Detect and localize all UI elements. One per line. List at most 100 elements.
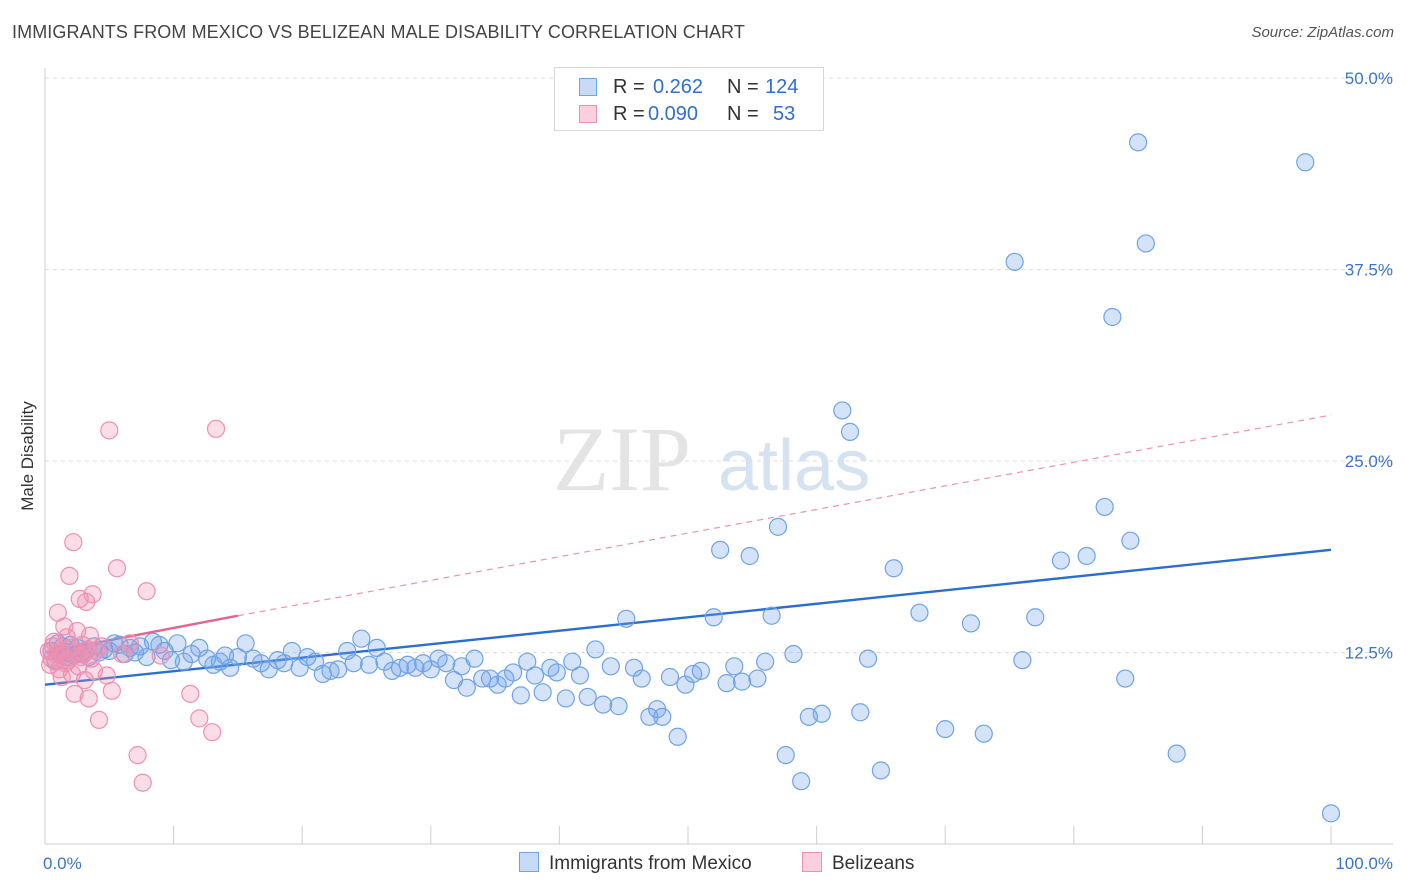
data-point xyxy=(762,606,781,625)
legend-n-value: 53 xyxy=(773,103,796,125)
data-point xyxy=(1095,497,1114,517)
data-point xyxy=(1116,669,1135,688)
data-point xyxy=(717,674,736,693)
data-point xyxy=(1167,744,1186,763)
bottom-legend-belizeans: Belizeans xyxy=(802,852,914,875)
legend-r-value: 0.090 xyxy=(648,103,699,125)
data-point xyxy=(1077,546,1096,566)
data-point xyxy=(60,566,79,586)
data-point xyxy=(1121,531,1140,550)
data-point xyxy=(653,707,672,726)
data-point xyxy=(102,681,121,700)
data-point xyxy=(1128,133,1148,152)
legend-n-label: N = xyxy=(727,103,759,125)
data-point xyxy=(578,687,597,707)
data-point xyxy=(840,422,860,441)
data-point xyxy=(97,666,116,685)
gridlines xyxy=(45,77,1393,653)
y-tick-label: 12.5% xyxy=(1345,644,1393,663)
data-point xyxy=(137,647,156,667)
chart-title: IMMIGRANTS FROM MEXICO VS BELIZEAN MALE … xyxy=(12,22,745,42)
series-belizeans xyxy=(39,419,226,792)
data-point xyxy=(776,746,795,765)
data-point xyxy=(833,401,852,420)
data-point xyxy=(92,637,111,656)
y-axis-label: Male Disability xyxy=(18,401,37,511)
bottom-legend-swatch-mexico xyxy=(519,852,539,872)
data-point xyxy=(329,660,348,679)
data-point xyxy=(137,582,156,601)
watermark-zip: ZIP xyxy=(553,408,691,510)
data-point xyxy=(609,697,628,716)
bottom-legend-label-mexico: Immigrants from Mexico xyxy=(549,853,752,874)
data-point xyxy=(858,649,878,668)
data-point xyxy=(974,724,993,743)
data-point xyxy=(190,709,209,728)
data-point xyxy=(594,695,613,714)
data-point xyxy=(236,634,255,653)
data-point xyxy=(961,614,981,633)
data-point xyxy=(1026,608,1045,627)
data-point xyxy=(1103,307,1122,327)
legend-swatch-belizeans xyxy=(579,105,597,123)
y-tick-label: 25.0% xyxy=(1345,452,1393,471)
data-point xyxy=(541,658,560,677)
data-point xyxy=(203,723,222,742)
trend-line xyxy=(44,548,1332,686)
data-point xyxy=(668,727,687,746)
y-tick-label: 50.0% xyxy=(1345,69,1393,88)
data-point xyxy=(563,652,582,671)
data-point xyxy=(518,652,537,671)
watermark-atlas: atlas xyxy=(718,426,870,506)
data-point xyxy=(511,686,530,705)
data-point xyxy=(1321,804,1341,823)
data-point xyxy=(601,657,620,676)
data-point xyxy=(457,678,476,697)
data-point xyxy=(89,710,109,730)
bottom-legend-mexico: Immigrants from Mexico xyxy=(519,852,752,875)
data-point xyxy=(556,689,575,708)
data-point xyxy=(64,533,83,552)
data-point xyxy=(80,626,100,645)
x-tick-label: 100.0% xyxy=(1335,854,1393,873)
data-point xyxy=(740,546,759,566)
data-point xyxy=(617,609,636,628)
source-label: Source: ZipAtlas.com xyxy=(1251,24,1394,41)
data-point xyxy=(151,646,170,665)
data-point xyxy=(851,703,870,722)
data-point xyxy=(465,649,484,668)
data-point xyxy=(181,684,200,703)
data-point xyxy=(321,661,340,680)
data-point xyxy=(168,634,187,653)
data-point xyxy=(812,704,831,723)
data-point xyxy=(359,655,379,674)
data-point xyxy=(1296,153,1315,172)
data-point xyxy=(120,634,139,653)
data-point xyxy=(1136,234,1155,253)
data-point xyxy=(228,647,247,667)
x-tick-label: 0.0% xyxy=(43,854,82,873)
data-point xyxy=(1005,252,1024,271)
legend-n-value: 124 xyxy=(765,76,799,98)
bottom-legend-swatch-belizeans xyxy=(802,852,822,872)
data-point xyxy=(784,644,803,664)
data-point xyxy=(52,667,71,687)
data-point xyxy=(756,652,775,671)
data-point xyxy=(570,666,590,685)
data-point xyxy=(871,761,891,780)
data-point xyxy=(282,641,302,661)
axes xyxy=(44,68,1393,845)
data-point xyxy=(79,689,98,708)
data-point xyxy=(691,661,710,680)
data-point xyxy=(792,772,811,791)
data-point xyxy=(640,707,659,726)
data-point xyxy=(748,669,767,688)
data-point xyxy=(473,669,492,688)
bottom-legend-label-belizeans: Belizeans xyxy=(832,853,915,874)
data-point xyxy=(533,683,552,702)
data-point xyxy=(107,559,127,578)
series-immigrants-from-mexico xyxy=(42,133,1341,823)
data-point xyxy=(83,585,102,604)
legend-swatch-mexico xyxy=(579,78,597,96)
data-point xyxy=(660,667,680,687)
